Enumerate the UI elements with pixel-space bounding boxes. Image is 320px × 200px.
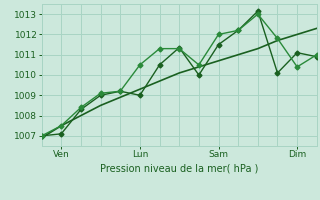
X-axis label: Pression niveau de la mer( hPa ): Pression niveau de la mer( hPa ) [100,163,258,173]
